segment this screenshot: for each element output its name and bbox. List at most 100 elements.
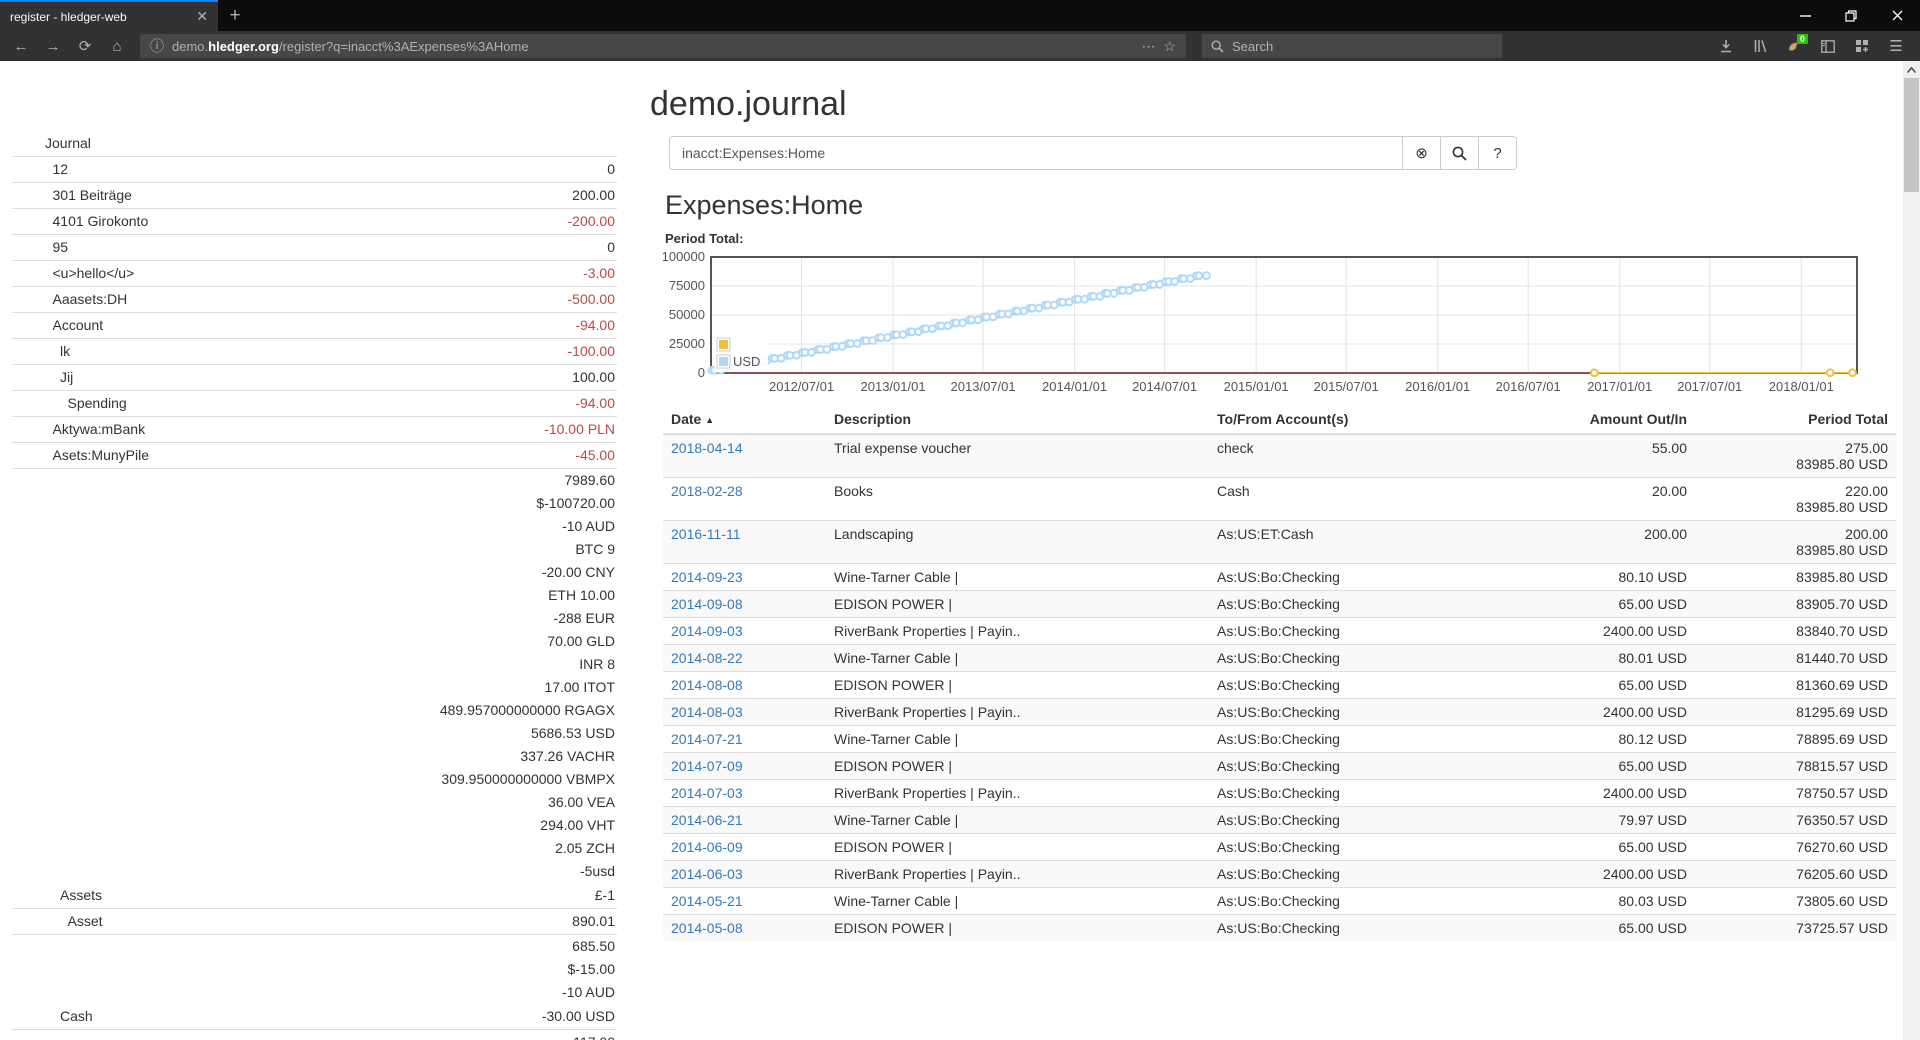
- transaction-row[interactable]: 2014-06-09 EDISON POWER | As:US:Bo:Checkin…: [663, 833, 1896, 861]
- account-balance-line: 70.00 GLD: [547, 633, 615, 649]
- window-minimize-button[interactable]: [1782, 0, 1828, 31]
- transaction-amount: 200.00: [1644, 526, 1687, 542]
- account-link[interactable]: 301 Beiträge: [52, 187, 132, 203]
- account-link[interactable]: Asets:MunyPile: [52, 447, 149, 463]
- search-icon: [1211, 39, 1224, 53]
- menu-icon[interactable]: ☰: [1889, 38, 1903, 55]
- transaction-period-total: 81295.69 USD: [1796, 704, 1888, 720]
- transaction-row[interactable]: 2014-06-21 Wine-Tarner Cable | As:US:Bo:Ch…: [663, 806, 1896, 834]
- window-close-button[interactable]: [1874, 0, 1920, 31]
- account-link[interactable]: Account: [52, 317, 104, 333]
- transaction-row[interactable]: 2014-09-23 Wine-Tarner Cable | As:US:Bo:Ch…: [663, 563, 1896, 591]
- clear-query-button[interactable]: ⊗: [1403, 136, 1441, 170]
- transaction-row[interactable]: 2014-07-03 RiverBank Properties | Payin..…: [663, 779, 1896, 807]
- forward-icon[interactable]: →: [45, 37, 61, 55]
- browser-search-box[interactable]: Search: [1202, 34, 1502, 58]
- transaction-row[interactable]: 2014-08-08 EDISON POWER | As:US:Bo:Checkin…: [663, 671, 1896, 699]
- transaction-date-link[interactable]: 2014-08-03: [671, 704, 743, 720]
- page-actions-icon[interactable]: ⋯: [1141, 37, 1156, 54]
- transaction-row[interactable]: 2014-08-22 Wine-Tarner Cable | As:US:Bo:Ch…: [663, 644, 1896, 672]
- transaction-date-link[interactable]: 2014-08-22: [671, 650, 743, 666]
- search-submit-button[interactable]: [1441, 136, 1479, 170]
- account-link[interactable]: Assets: [60, 887, 103, 903]
- transaction-date-link[interactable]: 2016-11-11: [671, 526, 741, 542]
- query-input[interactable]: [669, 136, 1403, 170]
- transaction-date-link[interactable]: 2014-07-03: [671, 785, 743, 801]
- new-tab-button[interactable]: +: [229, 4, 241, 26]
- page-scrollbar[interactable]: [1903, 61, 1920, 1040]
- transaction-amount: 55.00: [1651, 440, 1687, 456]
- transaction-row[interactable]: 2014-08-03 RiverBank Properties | Payin..…: [663, 698, 1896, 726]
- period-total-chart[interactable]: 0 25000 50000 75000 100000 2012/07/01 2013/01/…: [662, 249, 1896, 401]
- transaction-description: EDISON POWER |: [834, 758, 952, 774]
- transaction-date-link[interactable]: 2014-08-08: [671, 677, 743, 693]
- account-link[interactable]: Jij: [60, 369, 74, 385]
- transaction-row[interactable]: 2018-04-14 Trial expense voucher check 55.0…: [663, 434, 1896, 478]
- transaction-date-link[interactable]: 2014-09-03: [671, 623, 743, 639]
- sidebar-toggle-icon[interactable]: [1814, 33, 1842, 59]
- back-icon[interactable]: ←: [13, 37, 29, 55]
- transaction-amount: 80.03 USD: [1618, 893, 1687, 909]
- account-link[interactable]: Spending: [67, 395, 127, 411]
- col-period-total[interactable]: Period Total: [1695, 405, 1896, 435]
- account-link[interactable]: Journal: [45, 135, 91, 151]
- transaction-date-link[interactable]: 2014-09-23: [671, 569, 743, 585]
- transaction-date-link[interactable]: 2014-07-09: [671, 758, 743, 774]
- library-icon[interactable]: [1746, 33, 1774, 59]
- transaction-row[interactable]: 2014-06-03 RiverBank Properties | Payin..…: [663, 860, 1896, 888]
- account-link[interactable]: 12: [52, 161, 69, 177]
- transaction-period-total: 78895.69 USD: [1796, 731, 1888, 747]
- site-info-icon[interactable]: ⓘ: [150, 38, 164, 54]
- account-link[interactable]: Cash: [60, 1008, 93, 1024]
- col-amount[interactable]: Amount Out/In: [1445, 405, 1695, 435]
- transaction-date-link[interactable]: 2014-05-21: [671, 893, 743, 909]
- svg-text:25000: 25000: [669, 336, 705, 351]
- transaction-date-link[interactable]: 2014-05-08: [671, 920, 743, 936]
- account-link[interactable]: 4101 Girokonto: [52, 213, 149, 229]
- account-balance-line: 337.26 VACHR: [520, 748, 615, 764]
- account-link[interactable]: 95: [52, 239, 69, 255]
- tab-close-icon[interactable]: ✕: [196, 8, 208, 24]
- col-accounts[interactable]: To/From Account(s): [1209, 405, 1445, 435]
- account-balance: £-1: [594, 887, 615, 903]
- bookmark-star-icon[interactable]: ☆: [1163, 37, 1176, 54]
- url-bar[interactable]: ⓘ demo.hledger.org/register?q=inacct%3AE…: [140, 34, 1186, 58]
- col-description[interactable]: Description: [826, 405, 1209, 435]
- transaction-row[interactable]: 2014-05-08 EDISON POWER | As:US:Bo:Checkin…: [663, 914, 1896, 941]
- account-link[interactable]: Asset: [67, 913, 103, 929]
- extension-icon[interactable]: 0: [1780, 33, 1808, 59]
- transaction-date-link[interactable]: 2014-06-21: [671, 812, 743, 828]
- transaction-date-link[interactable]: 2018-02-28: [671, 483, 743, 499]
- col-date[interactable]: Date ▲: [663, 405, 826, 435]
- transaction-period-total: 78750.57 USD: [1796, 785, 1888, 801]
- transaction-date-link[interactable]: 2014-07-21: [671, 731, 743, 747]
- reload-icon[interactable]: ⟳: [78, 38, 92, 55]
- home-icon[interactable]: ⌂: [112, 37, 122, 55]
- account-link[interactable]: Aktywa:mBank: [52, 421, 146, 437]
- account-link[interactable]: Aaasets:DH: [52, 291, 128, 307]
- account-link[interactable]: lk: [60, 343, 71, 359]
- extensions-grid-icon[interactable]: [1848, 33, 1876, 59]
- download-icon[interactable]: [1712, 33, 1740, 59]
- transaction-accounts: As:US:Bo:Checking: [1217, 866, 1340, 882]
- browser-tab[interactable]: register - hledger-web ✕: [0, 0, 218, 31]
- transaction-row[interactable]: 2014-07-09 EDISON POWER | As:US:Bo:Checkin…: [663, 752, 1896, 780]
- window-restore-button[interactable]: [1828, 0, 1874, 31]
- transaction-date-link[interactable]: 2018-04-14: [671, 440, 743, 456]
- scrollbar-thumb[interactable]: [1904, 78, 1919, 192]
- transaction-row[interactable]: 2014-09-03 RiverBank Properties | Payin..…: [663, 617, 1896, 645]
- transaction-description: RiverBank Properties | Payin..: [834, 785, 1021, 801]
- transaction-row[interactable]: 2014-07-21 Wine-Tarner Cable | As:US:Bo:Ch…: [663, 725, 1896, 753]
- transaction-date-link[interactable]: 2014-06-03: [671, 866, 743, 882]
- account-link[interactable]: <u>hello</u>: [52, 265, 135, 281]
- account-balance: 0: [607, 161, 615, 177]
- transaction-row[interactable]: 2014-05-21 Wine-Tarner Cable | As:US:Bo:Ch…: [663, 887, 1896, 915]
- svg-text:2012/07/01: 2012/07/01: [769, 379, 834, 394]
- transaction-date-link[interactable]: 2014-06-09: [671, 839, 743, 855]
- transaction-row[interactable]: 2018-02-28 Books Cash 20.00 220.00 83985.80 U…: [663, 477, 1896, 521]
- transaction-row[interactable]: 2016-11-11 Landscaping As:US:ET:Cash 200.00…: [663, 520, 1896, 564]
- search-help-button[interactable]: ?: [1479, 136, 1517, 170]
- transaction-row[interactable]: 2014-09-08 EDISON POWER | As:US:Bo:Checkin…: [663, 590, 1896, 618]
- transaction-date-link[interactable]: 2014-09-08: [671, 596, 743, 612]
- scroll-up-icon[interactable]: [1903, 63, 1920, 77]
